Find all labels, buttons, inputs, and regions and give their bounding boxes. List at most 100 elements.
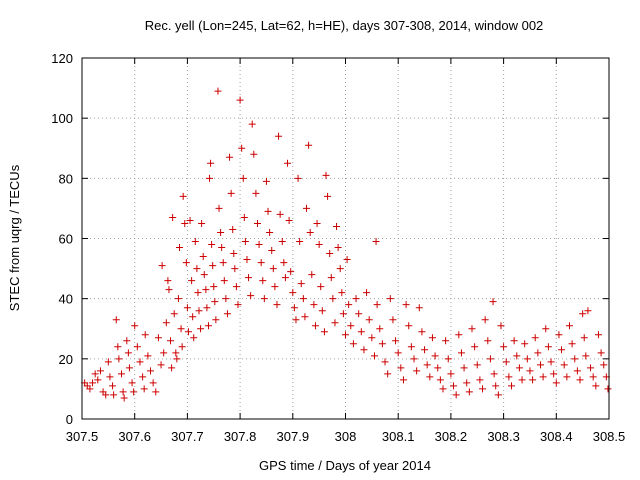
data-point bbox=[460, 364, 468, 372]
data-point bbox=[86, 385, 94, 393]
data-point bbox=[355, 310, 363, 318]
data-point bbox=[576, 376, 584, 384]
data-point bbox=[542, 325, 550, 333]
data-point bbox=[250, 150, 258, 158]
data-point bbox=[579, 310, 587, 318]
y-tick-label: 40 bbox=[59, 292, 73, 307]
data-point bbox=[188, 277, 196, 285]
data-point bbox=[149, 379, 157, 387]
data-point bbox=[178, 343, 186, 351]
data-point bbox=[306, 228, 314, 236]
data-point bbox=[505, 373, 513, 381]
data-point bbox=[349, 340, 357, 348]
data-point bbox=[513, 352, 521, 360]
data-point bbox=[223, 310, 231, 318]
data-point bbox=[552, 379, 560, 387]
data-point bbox=[489, 298, 497, 306]
data-point bbox=[130, 388, 138, 396]
data-point bbox=[186, 216, 194, 224]
data-point bbox=[484, 337, 492, 345]
data-point bbox=[232, 283, 240, 291]
data-point bbox=[308, 271, 316, 279]
data-point bbox=[345, 301, 353, 309]
data-point bbox=[172, 349, 180, 357]
data-point bbox=[360, 346, 368, 354]
data-point bbox=[490, 370, 498, 378]
data-point bbox=[296, 238, 304, 246]
data-point bbox=[444, 355, 452, 363]
x-tick-label: 307.8 bbox=[224, 429, 257, 444]
data-point bbox=[114, 343, 122, 351]
data-point bbox=[526, 367, 534, 375]
data-point bbox=[352, 295, 360, 303]
data-point bbox=[405, 322, 413, 330]
data-point bbox=[317, 283, 325, 291]
data-point bbox=[534, 349, 542, 357]
x-tick-label: 307.5 bbox=[66, 429, 99, 444]
data-point bbox=[96, 367, 104, 375]
data-point bbox=[378, 340, 386, 348]
data-point bbox=[252, 189, 260, 197]
data-point bbox=[333, 222, 341, 230]
data-point bbox=[167, 337, 175, 345]
data-point bbox=[110, 391, 118, 399]
data-point bbox=[290, 304, 298, 312]
data-point bbox=[604, 385, 612, 393]
data-point bbox=[118, 370, 126, 378]
x-tick-label: 307.6 bbox=[118, 429, 151, 444]
gridlines bbox=[82, 58, 609, 419]
data-point bbox=[222, 295, 230, 303]
data-point bbox=[269, 265, 277, 273]
data-point bbox=[486, 355, 494, 363]
data-point bbox=[199, 253, 207, 261]
data-point bbox=[363, 289, 371, 297]
data-point bbox=[407, 343, 415, 351]
x-tick-label: 308.4 bbox=[540, 429, 573, 444]
data-point bbox=[278, 238, 286, 246]
data-point bbox=[238, 144, 246, 152]
data-point bbox=[399, 376, 407, 384]
data-point bbox=[284, 159, 292, 167]
data-point bbox=[147, 367, 155, 375]
data-point bbox=[428, 334, 436, 342]
data-point bbox=[326, 250, 334, 258]
data-point bbox=[297, 280, 305, 288]
data-point bbox=[481, 316, 489, 324]
data-point bbox=[410, 355, 418, 363]
data-point bbox=[120, 394, 128, 402]
data-point bbox=[275, 132, 283, 140]
data-point bbox=[339, 310, 347, 318]
data-point bbox=[589, 373, 597, 381]
data-point bbox=[294, 174, 302, 182]
data-point bbox=[181, 219, 189, 227]
data-point bbox=[320, 328, 328, 336]
data-point bbox=[580, 334, 588, 342]
data-point bbox=[195, 307, 203, 315]
data-point bbox=[455, 331, 463, 339]
data-point bbox=[573, 367, 581, 375]
data-point bbox=[139, 373, 147, 381]
data-point bbox=[217, 228, 225, 236]
data-point bbox=[426, 373, 434, 381]
data-point bbox=[219, 259, 227, 267]
data-point bbox=[208, 241, 216, 249]
data-point bbox=[392, 337, 400, 345]
data-point bbox=[336, 265, 344, 273]
data-point bbox=[492, 382, 500, 390]
data-point bbox=[539, 373, 547, 381]
data-point bbox=[373, 301, 381, 309]
data-point bbox=[112, 316, 120, 324]
data-point bbox=[365, 316, 373, 324]
data-point bbox=[226, 153, 234, 161]
data-point bbox=[170, 310, 178, 318]
data-point bbox=[439, 385, 447, 393]
data-point bbox=[550, 370, 558, 378]
data-point bbox=[508, 382, 516, 390]
data-point bbox=[104, 358, 112, 366]
data-point bbox=[322, 171, 330, 179]
data-point bbox=[450, 382, 458, 390]
data-point bbox=[568, 340, 576, 348]
data-point bbox=[183, 304, 191, 312]
data-point bbox=[497, 322, 505, 330]
data-point bbox=[268, 247, 276, 255]
